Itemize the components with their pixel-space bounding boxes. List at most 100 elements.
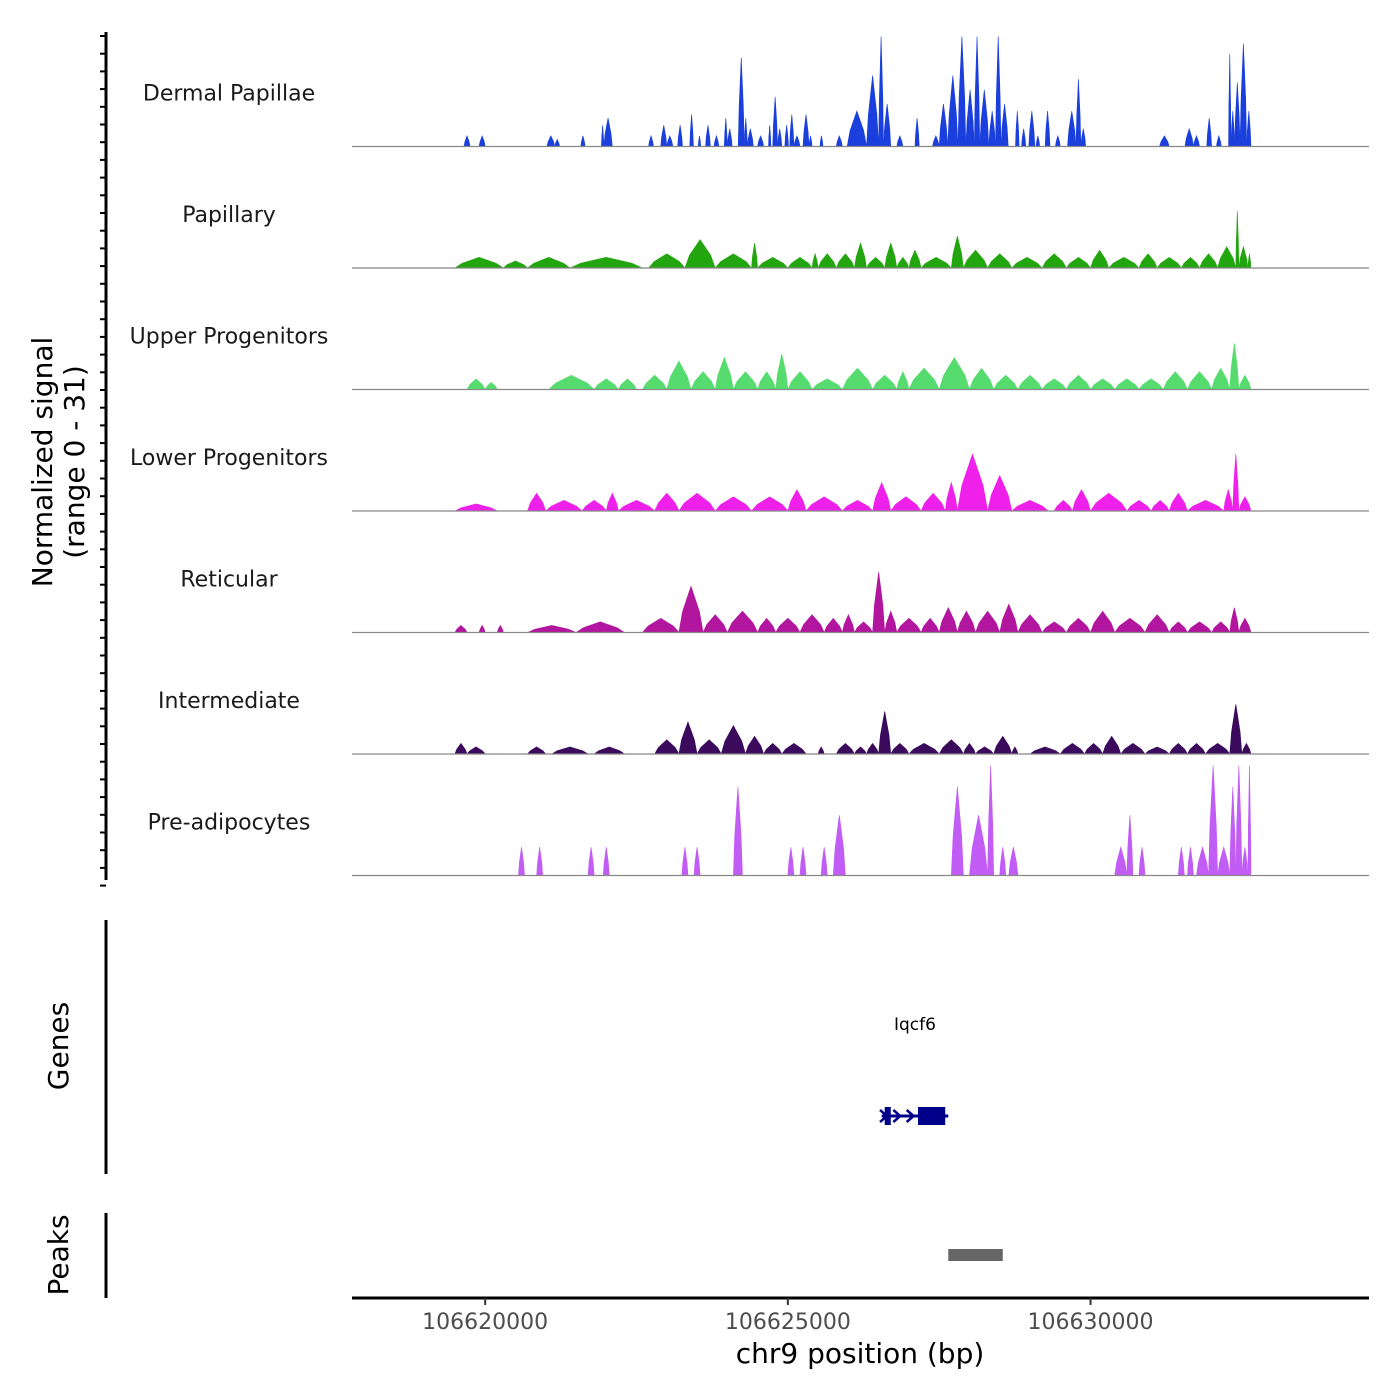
- signal-peak: [723, 118, 728, 147]
- signal-peak: [938, 103, 948, 147]
- signal-peak: [1247, 765, 1252, 876]
- signal-peak: [654, 739, 680, 755]
- signal-peak: [518, 847, 525, 876]
- signal-peak: [1065, 374, 1092, 390]
- signal-peak: [1089, 492, 1128, 512]
- x-axis-title: chr9 position (bp): [736, 1337, 985, 1370]
- signal-peak: [1021, 128, 1027, 147]
- signal-peak: [496, 624, 504, 633]
- signal-peak: [944, 481, 958, 512]
- track-reticular: Reticular: [180, 568, 1369, 634]
- peaks-label: Peaks: [42, 1214, 75, 1295]
- signal-peak: [823, 617, 843, 633]
- signal-peak: [819, 135, 824, 147]
- signal-peak: [908, 743, 940, 755]
- signal-peak: [1102, 735, 1122, 755]
- signal-peak: [841, 367, 874, 390]
- signal-peak: [454, 624, 468, 633]
- signal-peak: [878, 711, 892, 755]
- signal-peak: [756, 257, 789, 269]
- signal-peak: [1041, 621, 1067, 633]
- signal-peak: [956, 610, 976, 633]
- signal-peak: [854, 242, 867, 269]
- signal-peak: [772, 96, 778, 147]
- signal-peak: [1217, 246, 1237, 269]
- signal-peak: [478, 134, 486, 147]
- signal-peak: [1090, 249, 1110, 269]
- signal-peak: [684, 239, 716, 269]
- signal-peak: [454, 503, 498, 512]
- signal-peak: [678, 492, 716, 512]
- signal-peak: [962, 249, 989, 269]
- signal-peak: [1041, 378, 1067, 390]
- signal-peak: [789, 114, 795, 147]
- signal-peak: [466, 378, 486, 390]
- signal-peak: [1235, 211, 1240, 269]
- signal-peak: [1067, 110, 1077, 147]
- signal-peak: [841, 500, 874, 512]
- signal-peak: [853, 621, 874, 633]
- signal-peak: [1071, 489, 1091, 512]
- signal-peak: [1150, 499, 1170, 512]
- signal-peak: [1241, 847, 1249, 876]
- track-lower-progenitors: Lower Progenitors: [130, 446, 1369, 512]
- signal-peak: [969, 367, 995, 390]
- signal-peak: [1065, 617, 1092, 633]
- signal-peak: [872, 572, 886, 633]
- signal-peak: [1208, 765, 1218, 876]
- signal-peak: [732, 371, 759, 390]
- signal-peak: [1211, 621, 1231, 633]
- signal-peak: [696, 739, 722, 755]
- y-axis-title: Normalized signal (range 0 - 31): [26, 337, 91, 588]
- gene-name-label: Iqcf6: [894, 1015, 936, 1035]
- signal-peak: [811, 378, 844, 390]
- signal-peak: [677, 125, 683, 147]
- signal-peak: [642, 374, 668, 390]
- y-axis-label: Normalized signal: [26, 337, 59, 588]
- signal-peak: [1138, 847, 1146, 876]
- signal-peak: [593, 378, 619, 390]
- signal-peak: [1011, 746, 1019, 755]
- signal-peak: [1126, 815, 1134, 876]
- gene-model: Iqcf6: [879, 1015, 949, 1125]
- signal-peak: [832, 815, 846, 876]
- signal-peak: [962, 742, 976, 755]
- signal-peak: [1011, 500, 1049, 512]
- signal-peak: [478, 624, 486, 633]
- signal-peak: [777, 128, 783, 147]
- signal-peak: [835, 742, 855, 755]
- signal-peak: [884, 610, 898, 633]
- signal-peak: [689, 114, 694, 147]
- signal-peak: [1017, 374, 1043, 390]
- signal-peak: [569, 257, 643, 269]
- signal-axis-ticks: [100, 35, 106, 887]
- track-label: Intermediate: [158, 689, 300, 714]
- signal-peak: [737, 57, 745, 147]
- signal-peak: [745, 735, 765, 755]
- x-tick-label: 106630000: [1028, 1310, 1154, 1335]
- signal-peak: [987, 765, 994, 876]
- strand-arrow: [879, 1109, 889, 1123]
- signal-peak: [1041, 253, 1067, 269]
- signal-peak: [878, 36, 884, 147]
- peak-region-bar: [948, 1249, 1003, 1261]
- signal-peak: [896, 617, 922, 633]
- signal-peak: [950, 786, 964, 876]
- signal-peak: [896, 256, 910, 269]
- signal-peak: [1162, 371, 1188, 390]
- signal-peak: [805, 496, 843, 512]
- signal-peak: [872, 374, 898, 390]
- track-label: Upper Progenitors: [130, 325, 329, 350]
- signal-peak: [1230, 110, 1235, 147]
- signal-peak: [817, 253, 837, 269]
- signal-peak: [1044, 110, 1051, 147]
- signal-peak: [1229, 704, 1243, 755]
- signal-peak: [1241, 742, 1252, 755]
- signal-peak: [750, 496, 789, 512]
- signal-peak: [1238, 374, 1252, 390]
- signal-peak: [1223, 488, 1234, 512]
- signal-peak: [914, 118, 920, 147]
- signal-peak: [896, 371, 910, 390]
- signal-peak: [1186, 371, 1213, 390]
